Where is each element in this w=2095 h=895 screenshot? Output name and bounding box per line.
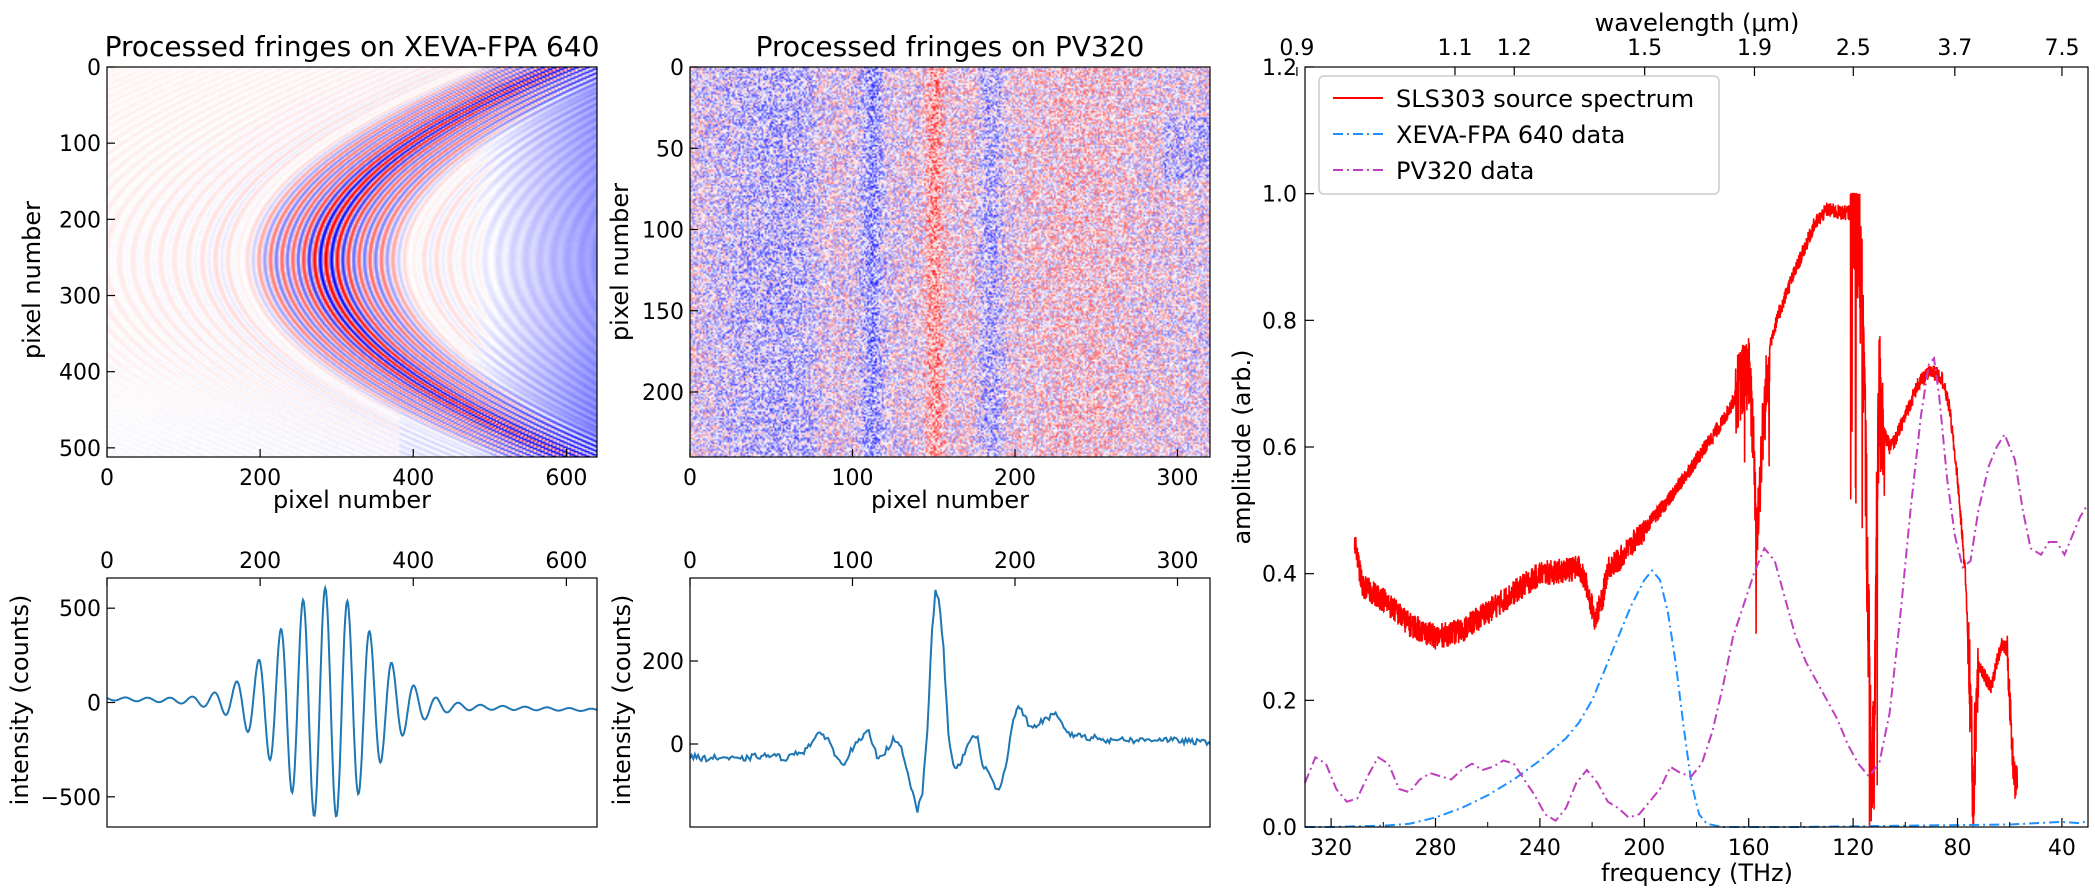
pv-image-ytick-label: 150	[642, 300, 684, 325]
pv-profile-xtick-label: 300	[1157, 549, 1199, 574]
xeva-profile-plot: 0 200 400 600 500 0 −500	[41, 549, 598, 828]
xeva-image-xtick-label: 0	[100, 466, 114, 491]
pv-image-xtick-label: 200	[994, 466, 1036, 491]
pv-profile-ytick-label: 0	[670, 733, 684, 758]
xeva-image-xtick-label: 600	[545, 466, 587, 491]
pv-fringe-image	[690, 67, 1210, 457]
legend-label-sls303: SLS303 source spectrum	[1396, 85, 1694, 113]
legend-label-pv320: PV320 data	[1396, 157, 1534, 185]
pv-profile-xtick-label: 0	[683, 549, 697, 574]
legend: SLS303 source spectrum XEVA-FPA 640 data…	[1318, 75, 1720, 195]
pv-image-plot: 0 100 200 300 0 50 100 150 200	[642, 56, 1211, 491]
spectrum-ytick-label: 0.0	[1262, 816, 1297, 841]
xeva-image-ytick-label: 300	[59, 285, 101, 310]
pv-image-xtick-label: 100	[832, 466, 874, 491]
spectrum-ytick-label: 0.4	[1262, 563, 1297, 588]
pv-image-xtick-label: 0	[683, 466, 697, 491]
spectrum-x2tick-label: 2.5	[1836, 36, 1871, 61]
pv-image-ytick-label: 100	[642, 219, 684, 244]
xeva-profile-panel: 0 200 400 600 500 0 −500 intensity (counts)	[6, 549, 598, 828]
pv-image-xlabel: pixel number	[871, 486, 1029, 514]
spectrum-ytick-label: 0.6	[1262, 436, 1297, 461]
xeva-profile-line	[106, 584, 598, 818]
xeva-fringe-image	[107, 67, 597, 457]
pv-image-ylabel: pixel number	[606, 183, 634, 341]
spectrum-x2label: wavelength (μm)	[1595, 9, 1800, 37]
pv-image-title: Processed fringes on PV320	[756, 30, 1145, 63]
series-sls303-line	[1353, 192, 2019, 828]
spectrum-ylabel: amplitude (arb.)	[1228, 349, 1256, 544]
spectrum-x2tick-label: 1.9	[1737, 36, 1772, 61]
xeva-profile-xtick-label: 200	[239, 549, 281, 574]
xeva-image-ylabel: pixel number	[18, 201, 46, 359]
xeva-image-ytick-label: 0	[87, 56, 101, 81]
pv-image-panel: Processed fringes on PV320 0 100 200 300 0 50…	[606, 30, 1211, 514]
spectrum-x2tick-label: 7.5	[2044, 36, 2079, 61]
spectrum-ytick-label: 0.2	[1262, 689, 1297, 714]
xeva-profile-xtick-label: 400	[392, 549, 434, 574]
pv-profile-panel: 0 100 200 300 200 0 intensity (counts)	[608, 549, 1211, 828]
pv-profile-xtick-label: 100	[832, 549, 874, 574]
xeva-image-plot: 0 200 400 600 0 100 200 300 400 500	[59, 56, 598, 491]
xeva-image-title: Processed fringes on XEVA-FPA 640	[105, 30, 600, 63]
pv-image-ytick-label: 200	[642, 381, 684, 406]
xeva-profile-ytick-label: −500	[41, 786, 101, 811]
xeva-profile-ylabel: intensity (counts)	[6, 595, 34, 806]
spectrum-x2tick-label: 1.2	[1497, 36, 1532, 61]
spectrum-x2tick-label: 1.1	[1437, 36, 1472, 61]
spectrum-ytick-label: 1.0	[1262, 183, 1297, 208]
pv-profile-ylabel: intensity (counts)	[608, 595, 636, 806]
spectrum-xtick-label: 240	[1519, 836, 1561, 861]
legend-box	[1318, 75, 1720, 195]
xeva-profile-ytick-label: 500	[59, 597, 101, 622]
spectrum-xtick-label: 40	[2048, 836, 2076, 861]
pv-image-frame	[689, 66, 1211, 458]
pv-image-ytick-label: 0	[670, 56, 684, 81]
spectrum-xtick-label: 80	[1944, 836, 1972, 861]
pv-profile-plot: 0 100 200 300 200 0	[642, 549, 1211, 828]
pv-profile-xtick-label: 200	[994, 549, 1036, 574]
xeva-image-ytick-label: 400	[59, 361, 101, 386]
spectrum-xtick-label: 200	[1623, 836, 1665, 861]
series-xeva-line	[1305, 568, 2089, 828]
xeva-profile-xtick-label: 600	[545, 549, 587, 574]
xeva-image-panel: Processed fringes on XEVA-FPA 640 0 200 40…	[18, 30, 599, 514]
spectrum-x2tick-label: 1.5	[1627, 36, 1662, 61]
xeva-image-xtick-label: 400	[392, 466, 434, 491]
spectrum-x2tick-label: 3.7	[1937, 36, 1972, 61]
pv-image-xtick-label: 300	[1157, 466, 1199, 491]
spectrum-ytick-label: 1.2	[1262, 56, 1297, 81]
xeva-image-xlabel: pixel number	[273, 486, 431, 514]
pv-image-ytick-label: 50	[656, 137, 684, 162]
pv-profile-ytick-label: 200	[642, 650, 684, 675]
xeva-image-xtick-label: 200	[239, 466, 281, 491]
xeva-image-frame	[106, 66, 598, 458]
xeva-profile-xtick-label: 0	[100, 549, 114, 574]
spectrum-plot: 320 280 240 200 160 120 80 40 0.0 0.2 0.4 0.6 0.8 1.0…	[1262, 36, 2089, 861]
pv-profile-line	[689, 589, 1211, 813]
spectrum-xtick-label: 320	[1310, 836, 1352, 861]
series-pv320-line	[1304, 355, 2089, 823]
spectrum-ytick-label: 0.8	[1262, 309, 1297, 334]
xeva-profile-ytick-label: 0	[87, 692, 101, 717]
spectrum-xtick-label: 280	[1415, 836, 1457, 861]
spectrum-xtick-label: 120	[1832, 836, 1874, 861]
xeva-image-ytick-label: 200	[59, 208, 101, 233]
spectrum-panel: 320 280 240 200 160 120 80 40 0.0 0.2 0.4 0.6 0.8 1.0…	[1228, 9, 2089, 887]
spectrum-xtick-label: 160	[1728, 836, 1770, 861]
spectrum-xlabel: frequency (THz)	[1601, 859, 1793, 887]
xeva-image-ytick-label: 500	[59, 437, 101, 462]
xeva-image-ytick-label: 100	[59, 132, 101, 157]
pv-profile-frame	[689, 577, 1211, 828]
spectrum-x2tick-label: 0.9	[1279, 36, 1314, 61]
legend-label-xeva: XEVA-FPA 640 data	[1396, 121, 1625, 149]
